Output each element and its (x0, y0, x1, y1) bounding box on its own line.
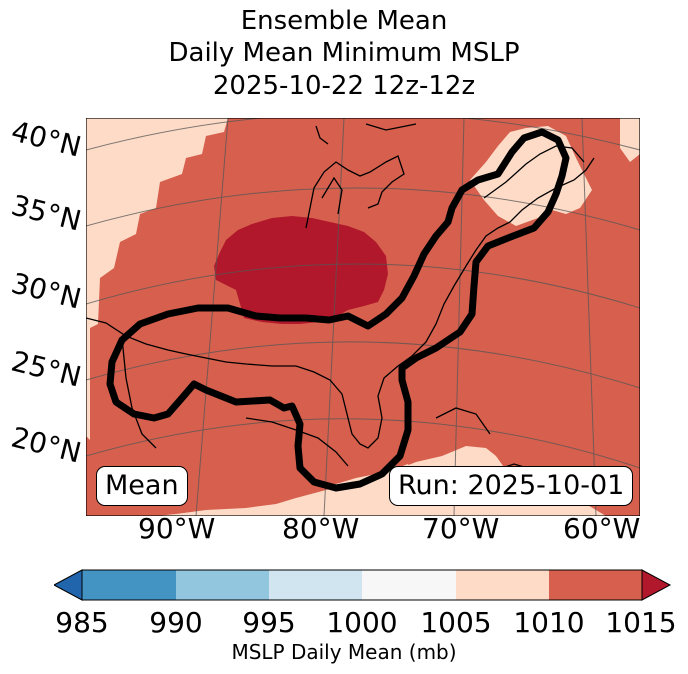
lon-label-60w: 60°W (563, 512, 641, 545)
title-line-3: 2025-10-22 12z-12z (212, 71, 476, 101)
lat-label-30: 30°N (8, 266, 85, 316)
lat-label-40: 40°N (8, 114, 85, 164)
colorbar-segment-1010 (549, 570, 642, 600)
graticule (86, 118, 640, 516)
run-label: Run: 2025-10-01 (389, 466, 634, 506)
colorbar-under-triangle (54, 569, 83, 601)
colorbar-tick-1010: 1010 (513, 606, 585, 639)
mean-label: Mean (96, 466, 188, 506)
mslp-contour (106, 128, 570, 492)
colorbar-segment-1000 (362, 570, 456, 600)
lat-label-25: 25°N (8, 344, 85, 394)
colorbar-tick-995: 995 (242, 606, 296, 639)
coastlines (86, 123, 595, 471)
lon-label-70w: 70°W (422, 512, 500, 545)
colorbar-frame (81, 569, 643, 601)
colorbar-tick-1015: 1015 (605, 606, 677, 639)
map-panel (86, 118, 640, 516)
east-light-sliver (620, 118, 640, 162)
colorbar-segment-990 (176, 570, 269, 600)
colorbar-label: MSLP Daily Mean (mb) (231, 640, 457, 664)
colorbar-tick-985: 985 (55, 606, 109, 639)
lon-label-90w: 90°W (138, 512, 216, 545)
title-line-2: Daily Mean Minimum MSLP (168, 38, 520, 68)
colorbar-segment-995 (269, 570, 362, 600)
lon-label-80w: 80°W (282, 512, 360, 545)
colorbar-segment-1005 (456, 570, 549, 600)
lat-label-20: 20°N (8, 420, 85, 470)
mslp-1015-region (214, 216, 388, 324)
colorbar-tick-990: 990 (149, 606, 203, 639)
colorbar-over-triangle (641, 569, 672, 601)
lat-label-35: 35°N (8, 188, 85, 238)
colorbar (54, 569, 672, 601)
title-line-1: Ensemble Mean (240, 6, 448, 36)
colorbar-segment-985 (82, 570, 176, 600)
colorbar-tick-1000: 1000 (326, 606, 398, 639)
colorbar-tick-1005: 1005 (420, 606, 492, 639)
